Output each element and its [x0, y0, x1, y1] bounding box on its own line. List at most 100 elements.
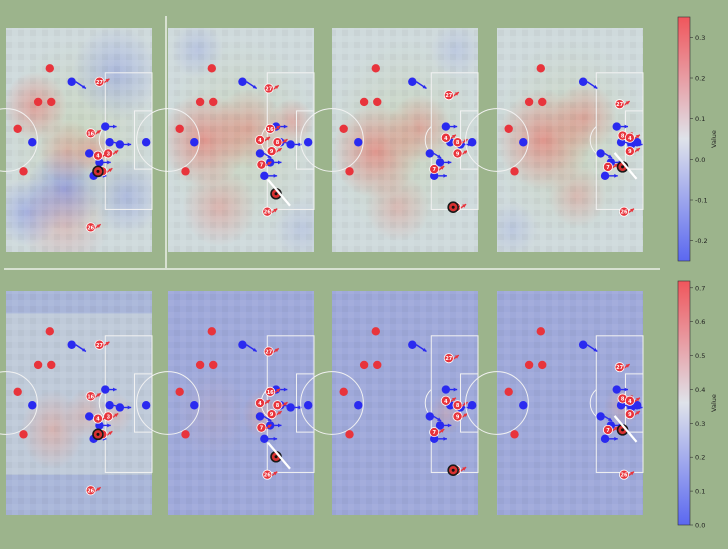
player-number: 16 — [267, 390, 274, 396]
red-velocity-arrow-head — [96, 224, 101, 228]
colorbar-label: Value — [710, 394, 718, 412]
player-blue — [596, 149, 605, 158]
player-red-numbered — [85, 222, 96, 233]
player-blue — [632, 138, 642, 147]
goal-box — [133, 373, 153, 433]
player-number: 16 — [87, 131, 94, 137]
player-blue — [408, 77, 417, 86]
colorbar-gradient — [677, 280, 691, 526]
penalty-arc — [589, 389, 597, 417]
player-red — [538, 360, 547, 370]
player-red-numbered — [452, 137, 463, 148]
colorbar-tick-label: 0.0 — [695, 156, 705, 164]
player-red — [345, 430, 354, 439]
player-number: 8 — [106, 151, 110, 157]
player-blue — [101, 122, 110, 131]
player-blue — [190, 138, 199, 147]
player-number: 27 — [265, 349, 272, 355]
players: 27 16 4 89 7 26 — [175, 327, 313, 480]
colorbar-tick-label: 0.4 — [695, 386, 705, 394]
heatmap-layer — [168, 291, 314, 515]
player-blue — [519, 138, 528, 147]
player-number: 26 — [87, 225, 94, 231]
player-red-numbered — [266, 409, 277, 420]
ball — [274, 455, 278, 459]
pitch-panel-r2-c4: 27 8 4 9 7 26 — [465, 291, 644, 515]
player-blue — [286, 140, 295, 149]
player-red-numbered — [94, 76, 105, 87]
ball — [274, 192, 278, 196]
player-red — [195, 360, 205, 370]
player-number: 26 — [87, 488, 94, 494]
player-red-numbered — [614, 362, 625, 373]
player-red — [47, 97, 56, 107]
red-velocity-arrow-head — [273, 471, 278, 476]
player-blue — [430, 434, 439, 444]
colorbar-tick-label: -0.1 — [695, 197, 708, 205]
player-number: 8 — [276, 403, 280, 409]
heatmap-layer — [497, 28, 643, 252]
heatmap-texture — [6, 28, 152, 252]
player-red-numbered — [94, 339, 105, 350]
player-red — [345, 167, 354, 176]
blue-velocity-arrow-head — [437, 417, 442, 421]
colorbar-tick-label: -0.2 — [695, 237, 708, 245]
player-blue — [286, 403, 295, 412]
colorbars: 0.3 0.2 0.1 0.0 -0.1 -0.2 Value 0.7 0.6 0.5 0.4 0.3… — [677, 16, 718, 530]
player-red — [524, 360, 534, 370]
blue-velocity-arrow-head — [607, 417, 612, 421]
player-red — [195, 97, 205, 107]
player-blue — [600, 171, 610, 181]
blue-velocity-arrow-head — [267, 417, 272, 421]
player-blue — [190, 401, 199, 410]
pitch-panel-r1-c2: 27 16 4 89 7 26 — [136, 28, 315, 252]
player-blue — [255, 149, 265, 158]
blue-velocity-arrow-head — [422, 84, 427, 89]
player-blue — [612, 122, 621, 131]
player-blue — [467, 401, 477, 410]
red-velocity-arrow-head — [451, 134, 456, 139]
red-velocity-arrow-head — [273, 208, 278, 213]
blue-velocity-arrow-head — [107, 160, 111, 165]
player-red-numbered — [272, 137, 283, 148]
player-red — [504, 387, 513, 396]
ball — [451, 205, 455, 209]
colorbar-tick-label: 0.6 — [695, 318, 705, 326]
player-red — [45, 327, 54, 336]
red-velocity-arrow-head — [440, 166, 445, 170]
player-red-numbered — [254, 397, 265, 408]
player-red-numbered — [262, 469, 273, 480]
player-red — [510, 430, 519, 439]
player-red — [339, 124, 348, 133]
player-blue — [435, 421, 445, 430]
player-blue — [141, 401, 151, 410]
player-red-numbered — [266, 146, 277, 157]
red-velocity-arrow-head — [625, 364, 630, 368]
ball — [621, 165, 625, 169]
player-red-numbered — [614, 99, 625, 110]
player-blue — [441, 385, 451, 394]
blue-velocity-arrow-head — [624, 387, 629, 392]
player-blue — [67, 77, 76, 86]
player-red — [359, 97, 369, 107]
player-number: 27 — [96, 80, 103, 86]
ball — [96, 432, 100, 436]
player-red-numbered — [272, 400, 283, 411]
pass-arrow — [267, 179, 291, 207]
player-red-numbered — [602, 424, 613, 435]
player-red — [504, 124, 513, 133]
blue-velocity-arrow-head — [614, 173, 618, 178]
center-circle — [465, 371, 529, 435]
player-red-numbered — [256, 422, 267, 433]
red-velocity-arrow-head — [108, 168, 113, 172]
red-velocity-arrow-head — [105, 341, 110, 346]
player-red-numbered — [602, 161, 613, 172]
player-red — [19, 167, 28, 176]
player-number: 26 — [264, 473, 271, 479]
colorbar-tick-label: 0.3 — [695, 420, 705, 428]
player-red — [13, 124, 22, 133]
colorbar-top: 0.3 0.2 0.1 0.0 -0.1 -0.2 Value — [677, 16, 718, 262]
pass-arrow — [267, 442, 291, 470]
blue-velocity-arrow-head — [113, 124, 117, 129]
player-number: 7 — [606, 165, 610, 171]
